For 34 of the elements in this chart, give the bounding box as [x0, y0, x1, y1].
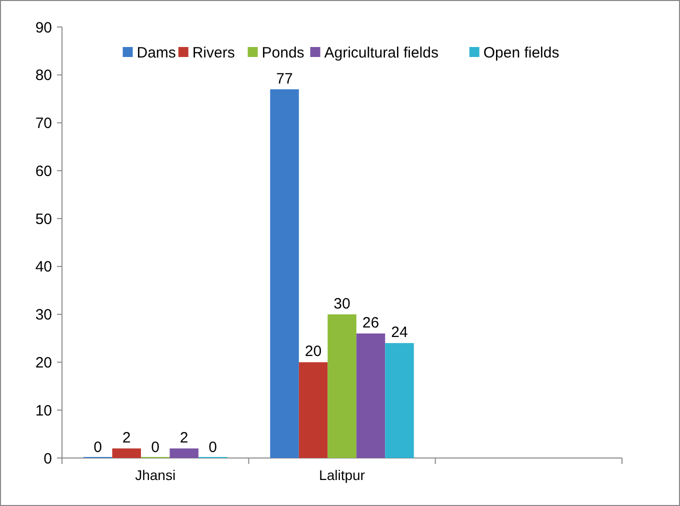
bar	[298, 362, 328, 458]
y-tick-label: 70	[35, 115, 52, 132]
data-label: 0	[208, 439, 217, 456]
data-label: 2	[180, 429, 188, 446]
data-label: 26	[362, 314, 380, 332]
bar	[112, 448, 141, 458]
bar	[270, 89, 299, 458]
y-tick-label: 80	[35, 67, 52, 84]
y-tick-label: 90	[35, 19, 52, 36]
legend-label: Open fields	[483, 44, 560, 62]
bar	[328, 314, 356, 458]
y-tick-label: 50	[35, 210, 52, 228]
legend-label: Ponds	[262, 44, 304, 62]
data-label: 2	[122, 429, 131, 446]
y-tick-label: 20	[35, 354, 52, 372]
legend-label: Rivers	[192, 44, 235, 62]
x-tick-label: Lalitpur	[319, 467, 366, 483]
y-tick-label: 30	[35, 306, 52, 324]
legend-label: Agricultural fields	[324, 44, 438, 62]
x-tick-label: Jhansi	[135, 467, 176, 483]
data-label: 20	[304, 343, 322, 360]
data-label: 77	[276, 70, 293, 88]
bar	[356, 333, 386, 458]
data-label: 24	[391, 324, 408, 342]
data-label: 0	[94, 439, 102, 456]
y-tick-label: 40	[35, 258, 52, 276]
bar	[385, 343, 414, 458]
data-label: 0	[151, 439, 160, 456]
y-tick-label: 10	[35, 402, 52, 420]
legend-label: Dams	[136, 44, 176, 62]
y-tick-label: 0	[44, 450, 52, 468]
y-tick-label: 60	[35, 162, 52, 180]
data-label: 30	[334, 295, 350, 312]
bar	[170, 448, 198, 458]
